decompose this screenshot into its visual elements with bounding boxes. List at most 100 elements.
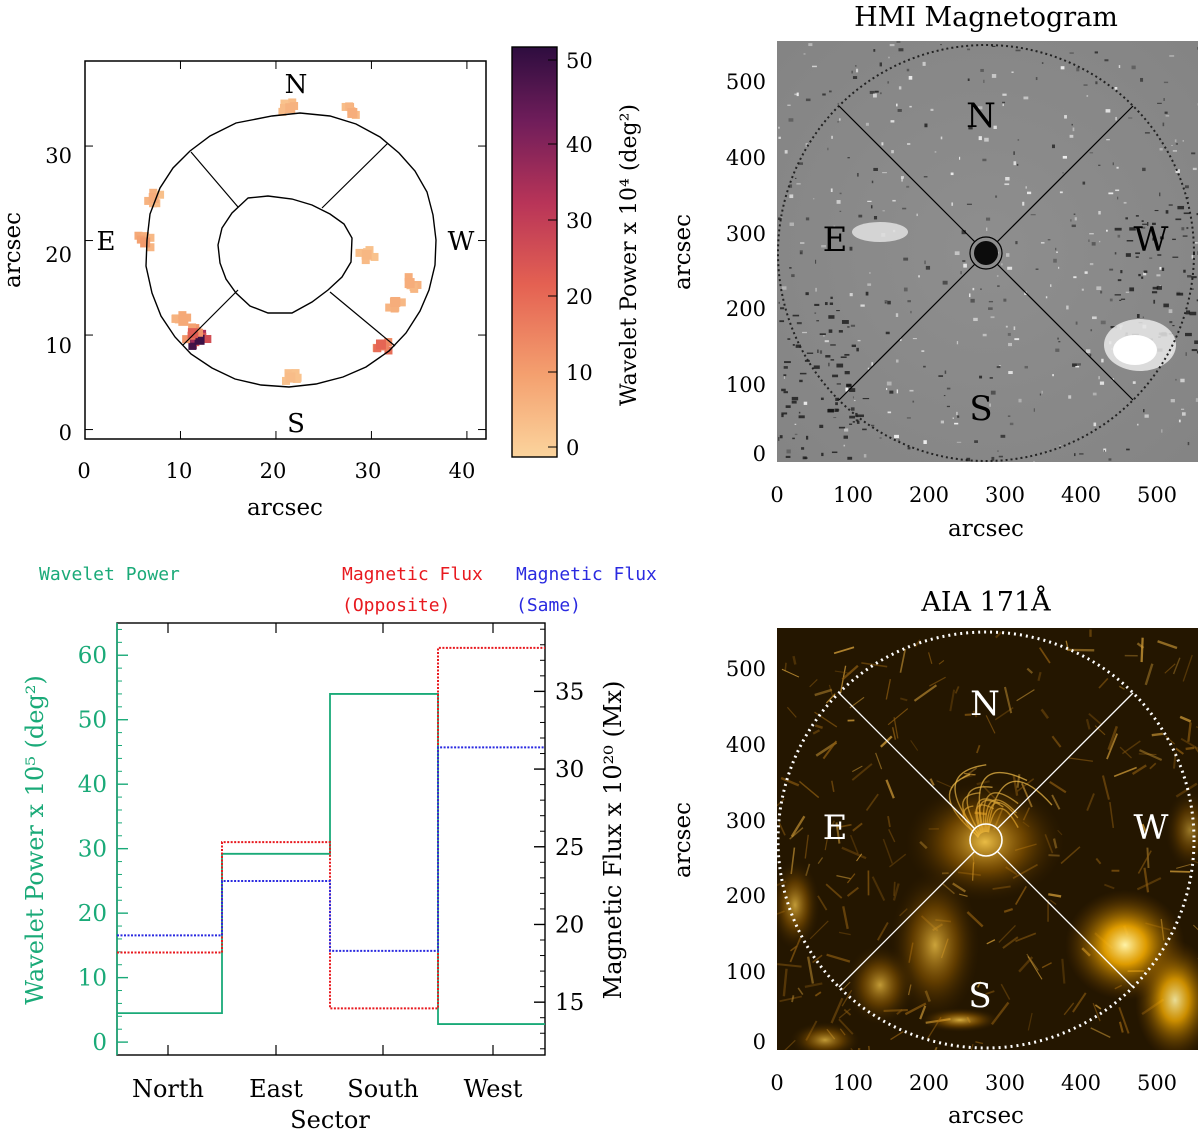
aia-fine-structure — [1027, 1012, 1033, 1031]
hmi-speckle-dot — [789, 222, 794, 226]
hmi-speckle-dot — [1116, 166, 1119, 169]
hmi-speckle-dot — [865, 122, 869, 126]
hotspot-cell — [195, 328, 204, 337]
hmi-network-dot — [1177, 205, 1185, 210]
hotspot-cell — [149, 188, 158, 197]
hotspot-cell — [355, 248, 364, 257]
aia-x-axis-label: arcsec — [948, 1103, 1024, 1129]
aia-fine-structure — [893, 717, 899, 739]
hmi-speckle-dot — [879, 62, 882, 67]
hmi-speckle-dot — [1075, 321, 1078, 325]
hmi-speckle-dot — [885, 331, 890, 335]
aia-title: AIA 171Å — [920, 585, 1051, 618]
aia-x-tick-200: 200 — [909, 1071, 949, 1095]
aia-fine-structure — [841, 846, 867, 860]
hmi-speckle-dot — [1095, 81, 1098, 85]
hmi-speckle-dot — [950, 172, 954, 176]
hmi-speckle-dot — [1069, 52, 1074, 54]
aia-fine-structure — [1121, 740, 1141, 755]
chart-series — [117, 646, 545, 1025]
white-plage-core — [1113, 335, 1157, 365]
hmi-speckle-dot — [1100, 320, 1106, 325]
hmi-speckle-dot — [867, 367, 870, 370]
hmi-network-dot — [843, 435, 848, 439]
hmi-speckle-dot — [1013, 326, 1016, 331]
hmi-network-dot — [798, 415, 805, 419]
aia-fine-structure — [1003, 686, 1013, 714]
hmi-speckle-dot — [1035, 268, 1039, 270]
hmi-speckle-dot — [780, 307, 785, 310]
aia-fine-structure — [929, 778, 935, 786]
aia-y-tick-0: 0 — [753, 1030, 766, 1054]
aia-fine-structure — [985, 990, 995, 995]
hmi-speckle-dot — [1081, 288, 1084, 291]
aia-fine-structure — [1131, 764, 1147, 776]
hmi-speckle-dot — [923, 365, 926, 368]
hmi-network-dot — [1191, 276, 1197, 279]
aia-x-tick-400: 400 — [1061, 1071, 1101, 1095]
hmi-speckle-dot — [906, 68, 910, 72]
right-tick-label: 35 — [555, 679, 584, 705]
hmi-speckle-dot — [910, 310, 912, 314]
hmi-speckle-dot — [1006, 253, 1010, 257]
aia-fine-structure — [888, 828, 896, 843]
aia-fine-structure — [828, 684, 834, 698]
aia-fine-structure — [1000, 983, 1011, 1000]
aia-dir-north: N — [970, 684, 1000, 724]
aia-fine-structure — [1113, 766, 1137, 778]
aia-fine-structure — [865, 793, 879, 812]
aia-fine-structure — [841, 664, 859, 681]
hmi-speckle-dot — [1144, 414, 1149, 418]
hmi-x-tick-400: 400 — [1061, 483, 1101, 507]
hmi-speckle-dot — [1005, 325, 1008, 328]
hmi-network-dot — [1185, 310, 1191, 315]
hmi-network-dot — [829, 302, 834, 305]
hmi-y-tick-500: 500 — [726, 70, 766, 94]
hmi-speckle-dot — [922, 61, 926, 66]
hmi-speckle-dot — [894, 434, 899, 439]
hmi-speckle-dot — [787, 104, 791, 106]
hmi-speckle-dot — [1089, 262, 1094, 266]
hmi-speckle-dot — [982, 333, 987, 337]
hmi-speckle-dot — [1159, 148, 1163, 151]
aia-fine-structure — [780, 776, 800, 787]
hmi-speckle-dot — [1192, 167, 1197, 171]
aia-fine-structure — [1185, 746, 1195, 751]
aia-fine-structure — [1002, 936, 1019, 949]
category-east: East — [249, 1075, 303, 1103]
hotspot-cell — [385, 303, 394, 312]
colorbar-tick-30: 30 — [566, 209, 593, 233]
hmi-network-dot — [1191, 288, 1194, 290]
hmi-speckle-dot — [1098, 164, 1101, 166]
hmi-speckle-dot — [972, 106, 975, 108]
hmi-speckle-dot — [1143, 272, 1147, 276]
hmi-network-dot — [1168, 204, 1173, 206]
hmi-network-dot — [840, 356, 847, 358]
hmi-speckle-dot — [1181, 412, 1186, 416]
hmi-speckle-dot — [900, 337, 902, 341]
aia-fine-structure — [887, 815, 891, 828]
hmi-speckle-dot — [788, 118, 794, 122]
hmi-speckle-dot — [901, 177, 903, 182]
hmi-speckle-dot — [1175, 142, 1178, 145]
hmi-speckle-dot — [1079, 452, 1084, 455]
hmi-speckle-dot — [1169, 321, 1173, 324]
legend-same-line1: Magnetic Flux — [516, 564, 657, 585]
legend-opposite-line1: Magnetic Flux — [342, 564, 483, 585]
hmi-speckle-dot — [1126, 448, 1130, 451]
hotspot-cell — [384, 346, 393, 355]
hmi-speckle-dot — [891, 150, 894, 154]
loops-southeast — [845, 945, 915, 1025]
y-tick-20: 20 — [45, 243, 72, 267]
hmi-network-dot — [830, 344, 836, 346]
hmi-speckle-dot — [990, 316, 995, 319]
aia-fine-structure — [842, 906, 849, 930]
hmi-speckle-dot — [1118, 65, 1121, 68]
hmi-speckle-dot — [837, 102, 840, 105]
hmi-speckle-dot — [1172, 150, 1178, 152]
hmi-speckle-dot — [879, 437, 882, 439]
hmi-speckle-dot — [1106, 229, 1108, 232]
hotspot-peak — [375, 339, 386, 350]
hmi-speckle-dot — [851, 70, 853, 74]
hotspot-peak — [187, 328, 198, 339]
